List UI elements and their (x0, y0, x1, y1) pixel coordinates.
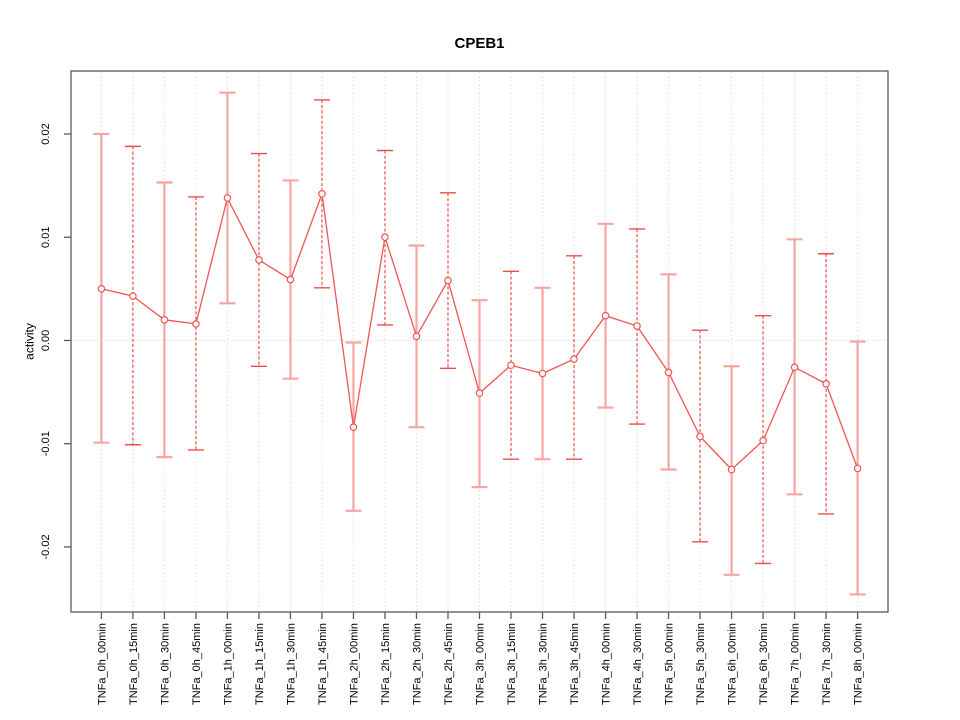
x-tick-label: TNFa_2h_30min (411, 623, 423, 705)
markers-layer (97, 190, 862, 474)
x-tick-label: TNFa_0h_15min (128, 623, 140, 705)
x-tick-label: TNFa_4h_00min (601, 623, 613, 705)
data-point-marker (538, 369, 547, 378)
data-point-marker (444, 276, 452, 285)
x-tick-label: TNFa_3h_45min (569, 623, 581, 705)
data-point-marker (318, 190, 326, 198)
data-point-marker (759, 436, 767, 445)
data-point-marker (727, 465, 736, 474)
data-point-marker (160, 316, 169, 324)
x-tick-label: TNFa_3h_15min (506, 623, 518, 705)
x-tick-label: TNFa_1h_00min (222, 623, 234, 705)
x-tick-label: TNFa_6h_30min (758, 623, 770, 705)
x-tick-label: TNFa_7h_30min (821, 623, 833, 705)
x-tick-label: TNFa_7h_00min (790, 623, 802, 705)
axes-layer: 0.02 0.01 0.00 -0.01 -0.02 TNFa_0h_00min TNFa_… (40, 70, 889, 705)
data-point-marker (507, 361, 515, 370)
x-tick-label: TNFa_6h_00min (727, 623, 739, 705)
chart-title: CPEB1 (454, 35, 504, 52)
y-tick-label: 0.02 (40, 123, 52, 144)
data-point-marker (570, 355, 578, 363)
x-tick-label: TNFa_2h_00min (348, 623, 360, 705)
data-point-marker (412, 332, 421, 341)
data-point-marker (822, 380, 830, 388)
x-tick-label: TNFa_3h_30min (538, 623, 550, 705)
data-point-marker (192, 320, 200, 328)
data-point-marker (853, 464, 862, 473)
x-tick-label: TNFa_0h_00min (96, 623, 108, 705)
y-axis-title: activity (23, 323, 37, 360)
x-tick-label: TNFa_0h_45min (191, 623, 203, 705)
y-tick-label: 0.00 (40, 330, 52, 351)
y-tick-label: -0.01 (40, 431, 52, 456)
x-tick-label: TNFa_3h_00min (475, 623, 487, 705)
x-tick-label: TNFa_5h_00min (664, 623, 676, 705)
data-point-marker (349, 423, 358, 431)
data-point-marker (475, 389, 484, 397)
data-point-marker (255, 256, 263, 264)
y-tick-label: -0.02 (40, 534, 52, 559)
x-tick-label: TNFa_8h_00min (853, 623, 865, 705)
x-tick-label: TNFa_5h_30min (695, 623, 707, 705)
data-point-marker (97, 285, 106, 293)
x-tick-label: TNFa_4h_30min (632, 623, 644, 705)
x-tick-label: TNFa_2h_45min (443, 623, 455, 705)
data-point-marker (633, 322, 641, 330)
data-point-marker (664, 368, 673, 377)
x-tick-label: TNFa_1h_30min (285, 623, 297, 705)
data-point-marker (696, 432, 704, 441)
data-point-marker (790, 363, 799, 372)
x-tick-label: TNFa_1h_45min (317, 623, 329, 705)
x-tick-label: TNFa_2h_15min (380, 623, 392, 705)
data-point-marker (286, 275, 295, 284)
data-point-marker (381, 233, 389, 242)
gridlines-layer (72, 72, 887, 611)
y-tick-label: 0.01 (40, 227, 52, 248)
x-tick-label: TNFa_0h_30min (159, 623, 171, 705)
data-point-marker (223, 194, 232, 202)
data-point-marker (129, 292, 137, 300)
x-tick-label: TNFa_1h_15min (254, 623, 266, 705)
data-point-marker (601, 311, 610, 320)
